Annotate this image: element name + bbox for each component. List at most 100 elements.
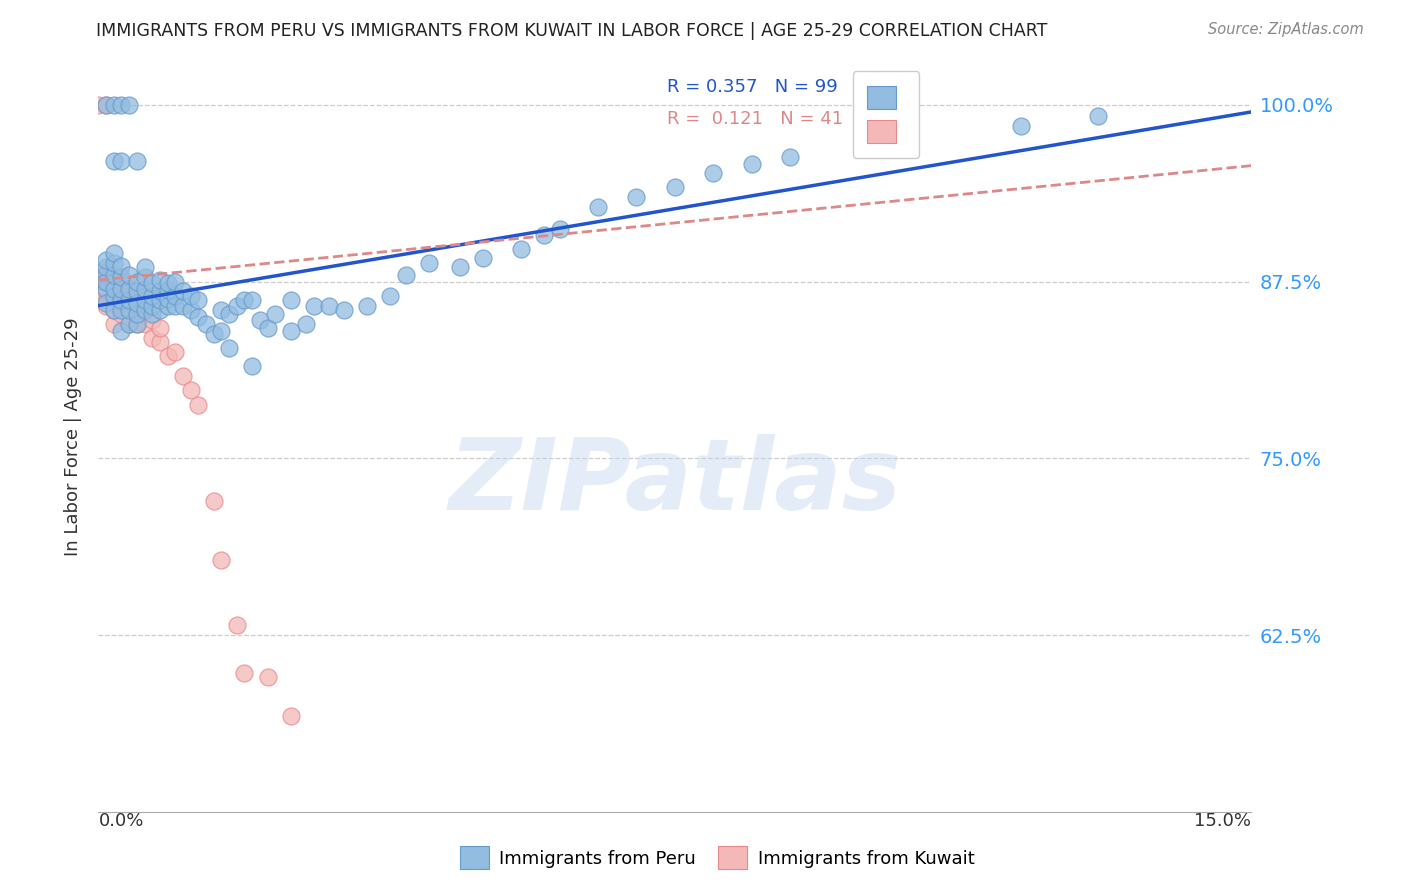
Point [125, 295, 148, 310]
Point [249, 312, 271, 326]
Point [94, 299, 117, 313]
Point [103, 317, 125, 331]
Point [103, 278, 125, 293]
Point [134, 302, 156, 317]
Point [187, 293, 209, 307]
Point [94, 285, 117, 299]
Point [180, 289, 202, 303]
Point [110, 282, 132, 296]
Point [134, 302, 156, 317]
Point [94, 98, 117, 112]
Point [141, 276, 163, 290]
Point [103, 270, 125, 285]
Point [256, 670, 278, 684]
Point [94, 275, 117, 289]
Point [103, 98, 125, 112]
Point [118, 317, 141, 331]
Point [471, 251, 494, 265]
Point [103, 302, 125, 317]
Point [209, 302, 232, 317]
Point [149, 321, 172, 335]
Point [94, 282, 117, 296]
Point [141, 331, 163, 345]
Point [94, 293, 117, 307]
Point [103, 289, 125, 303]
Point [110, 275, 132, 289]
Point [172, 369, 194, 384]
Point [1010, 119, 1032, 133]
Point [333, 302, 356, 317]
Point [141, 312, 163, 326]
Point [172, 285, 194, 299]
Point [110, 324, 132, 338]
Text: 0.0%: 0.0% [98, 812, 143, 830]
Point [165, 289, 187, 303]
Point [134, 270, 156, 285]
Point [165, 275, 187, 289]
Point [94, 275, 117, 289]
Point [94, 275, 117, 289]
Point [87, 270, 110, 285]
Point [380, 289, 402, 303]
Point [110, 307, 132, 321]
Point [180, 384, 202, 398]
Point [141, 299, 163, 313]
Text: ZIPatlas: ZIPatlas [449, 434, 901, 531]
Point [125, 275, 148, 289]
Point [165, 299, 187, 313]
Point [165, 345, 187, 359]
Point [118, 302, 141, 317]
Point [280, 293, 302, 307]
Point [256, 321, 278, 335]
Point [626, 190, 648, 204]
Point [87, 98, 110, 112]
Point [103, 268, 125, 282]
Point [702, 166, 724, 180]
Point [118, 268, 141, 282]
Point [395, 268, 418, 282]
Point [302, 299, 325, 313]
Point [125, 299, 148, 313]
Point [280, 324, 302, 338]
Point [149, 273, 172, 287]
Point [202, 326, 225, 341]
Point [156, 292, 179, 306]
Point [779, 150, 801, 164]
Point [156, 283, 179, 297]
Point [103, 256, 125, 270]
Point [172, 299, 194, 313]
Point [149, 335, 172, 350]
Point [449, 260, 471, 275]
Point [141, 307, 163, 321]
Text: R =  0.121   N = 41: R = 0.121 N = 41 [666, 110, 844, 128]
Point [110, 285, 132, 299]
Point [218, 341, 240, 355]
Point [318, 299, 340, 313]
Point [510, 242, 533, 256]
Point [280, 708, 302, 723]
Point [118, 282, 141, 296]
Point [110, 259, 132, 273]
Text: Source: ZipAtlas.com: Source: ZipAtlas.com [1208, 22, 1364, 37]
Point [110, 154, 132, 169]
Point [195, 317, 218, 331]
Point [94, 260, 117, 275]
Point [218, 307, 240, 321]
Point [125, 154, 148, 169]
Point [418, 256, 440, 270]
Point [118, 98, 141, 112]
Point [156, 350, 179, 364]
Point [94, 253, 117, 268]
Point [103, 289, 125, 303]
Point [118, 317, 141, 331]
Point [110, 293, 132, 307]
Point [209, 324, 232, 338]
Point [187, 398, 209, 412]
Point [118, 293, 141, 307]
Point [233, 293, 256, 307]
Point [225, 618, 247, 632]
Point [187, 310, 209, 324]
Point [103, 302, 125, 317]
Point [240, 293, 263, 307]
Point [110, 302, 132, 317]
